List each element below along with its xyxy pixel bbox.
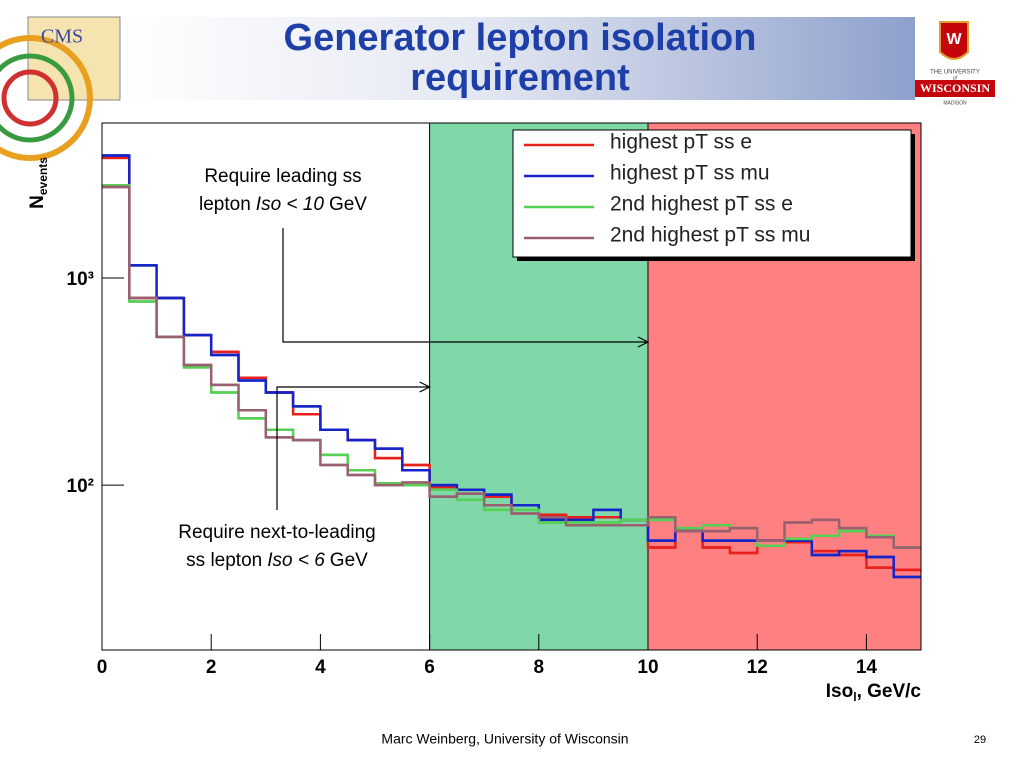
legend-box — [512, 129, 912, 258]
page-number: 29 — [974, 734, 986, 746]
x-axis-label-part: , GeV/c — [857, 681, 922, 702]
y-axis-label-part: N — [27, 195, 48, 209]
uw-text: WISCONSIN — [920, 81, 990, 95]
y-axis-label: Nevents — [27, 157, 50, 209]
annotation-part: GeV — [330, 550, 368, 571]
legend-label: highest pT ss mu — [610, 162, 770, 185]
annotation-part: lepton — [199, 194, 251, 215]
x-axis-label-part: l — [853, 690, 856, 704]
x-tick-label: 6 — [424, 657, 435, 678]
annotation-arrow — [276, 381, 431, 510]
x-tick-label: 4 — [315, 657, 326, 678]
annotation-part: GeV — [329, 194, 367, 215]
slide-title: Generator lepton isolation requirement — [283, 17, 757, 99]
annotation-part: Iso < 6 — [267, 550, 325, 571]
legend-label: highest pT ss e — [610, 131, 752, 154]
y-tick-label: 10³ — [67, 269, 94, 290]
annotation: Require next-to-leading — [178, 522, 376, 543]
legend-label: 2nd highest pT ss mu — [610, 224, 810, 247]
uw-band — [915, 80, 995, 97]
x-axis-label-part: Iso — [826, 681, 853, 702]
annotation-part: Iso < 10 — [256, 194, 325, 215]
cms-logo-text: CMS — [41, 26, 83, 48]
uw-text: of — [953, 75, 958, 81]
x-tick-label: 2 — [206, 657, 217, 678]
footer-author: Marc Weinberg, University of Wisconsin — [381, 731, 628, 747]
uw-crest — [939, 21, 969, 60]
x-tick-label: 10 — [637, 657, 658, 678]
cms-logo-ring — [0, 35, 93, 161]
x-tick-label: 12 — [747, 657, 768, 678]
annotation: Require leading ss — [204, 166, 361, 187]
legend-label: 2nd highest pT ss e — [610, 193, 793, 216]
annotation: lepton Iso < 10 GeV — [199, 194, 367, 215]
y-tick-label: 10² — [67, 476, 94, 497]
x-tick-label: 0 — [97, 657, 108, 678]
x-tick-label: 14 — [856, 657, 878, 678]
title-banner — [120, 17, 915, 100]
cms-logo-ring — [1, 69, 59, 127]
x-tick-label: 8 — [534, 657, 545, 678]
uw-text: THE UNIVERSITY — [930, 70, 980, 76]
uw-text: MADISON — [943, 100, 967, 106]
uw-logo: W THE UNIVERSITY of WISCONSIN MADISON — [915, 21, 995, 106]
cms-logo-ring — [0, 53, 75, 143]
annotation: ss lepton Iso < 6 GeV — [186, 550, 368, 571]
uw-crest-letter: W — [946, 31, 962, 48]
annotation-arrow — [282, 228, 650, 348]
cms-logo: CMS — [0, 16, 121, 161]
annotation-part: ss lepton — [186, 550, 262, 571]
plot-frame — [101, 122, 922, 651]
y-axis-label-part: events — [36, 157, 50, 195]
x-axis-label: Isol, GeV/c — [826, 681, 922, 704]
